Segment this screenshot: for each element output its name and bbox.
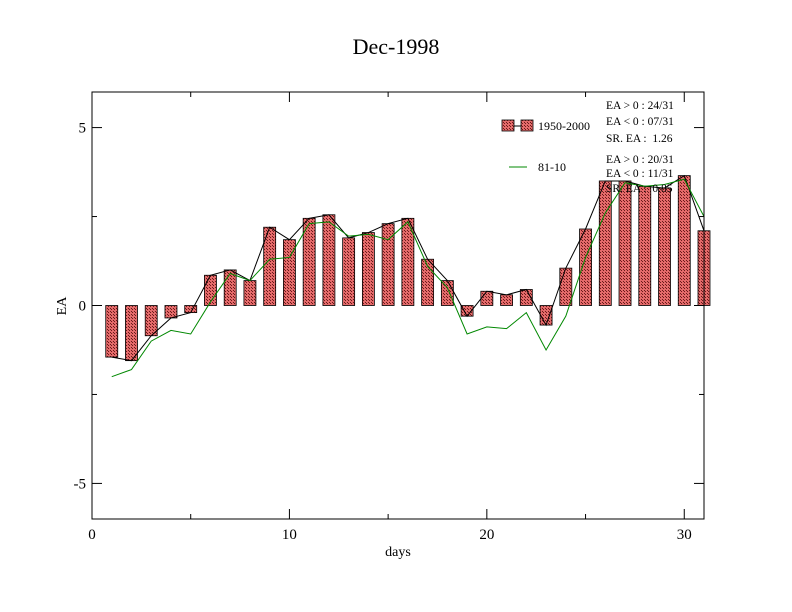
bar-6 (204, 274, 217, 306)
bar-30 (677, 175, 691, 306)
line-series (111, 174, 705, 378)
bar-27 (618, 180, 632, 306)
stats-annotations: EA > 0 : 24/31 EA < 0 : 07/31 SR. EA : 1… (606, 100, 674, 195)
line-stat-sr: SR. EA : 0.85 (606, 183, 673, 195)
bar-3 (144, 305, 158, 337)
series-line-2 (111, 178, 705, 378)
line-stat-positive: EA > 0 : 20/31 (606, 154, 674, 166)
chart-title: Dec-1998 (353, 34, 440, 59)
legend-line-label: 81-10 (538, 160, 566, 174)
bar-14 (361, 232, 375, 306)
legend-bar-swatch-left (501, 119, 515, 132)
bar-2 (125, 305, 138, 362)
bar-4 (164, 305, 178, 319)
bar-18 (440, 280, 454, 306)
bar-stat-sr: SR. EA : 1.26 (606, 133, 673, 145)
bar-13 (342, 237, 356, 306)
bar-25 (579, 228, 592, 306)
y-tick-label-0: 0 (79, 299, 87, 315)
bar-21 (500, 294, 513, 306)
x-axis: 0 10 20 30 (88, 92, 692, 543)
bar-12 (322, 214, 336, 306)
bar-series (105, 175, 711, 362)
bar-1 (105, 305, 119, 358)
x-tick-label-30: 30 (677, 527, 692, 543)
x-axis-label: days (385, 545, 411, 560)
bar-29 (658, 187, 671, 306)
bar-stat-negative: EA < 0 : 07/31 (606, 116, 674, 128)
legend-bar-swatch-right (520, 119, 534, 132)
legend-bar-label: 1950-2000 (538, 119, 590, 133)
legend: 1950-2000 81-10 (501, 119, 590, 174)
bar-28 (638, 185, 652, 306)
bar-26 (598, 180, 612, 306)
series-line-1 (111, 174, 705, 362)
bar-stat-positive: EA > 0 : 24/31 (606, 100, 674, 112)
y-tick-label-5: 5 (79, 121, 87, 137)
y-tick-label--5: -5 (74, 476, 87, 492)
y-axis: -5 0 5 (74, 121, 704, 492)
bar-24 (559, 267, 573, 306)
y-axis-label: EA (55, 296, 70, 316)
bar-20 (480, 290, 494, 306)
bar-8 (243, 280, 257, 306)
line-stat-negative: EA < 0 : 11/31 (606, 168, 674, 180)
x-tick-label-20: 20 (479, 527, 494, 543)
x-tick-label-0: 0 (88, 527, 96, 543)
bar-23 (539, 305, 553, 326)
x-tick-label-10: 10 (282, 527, 297, 543)
